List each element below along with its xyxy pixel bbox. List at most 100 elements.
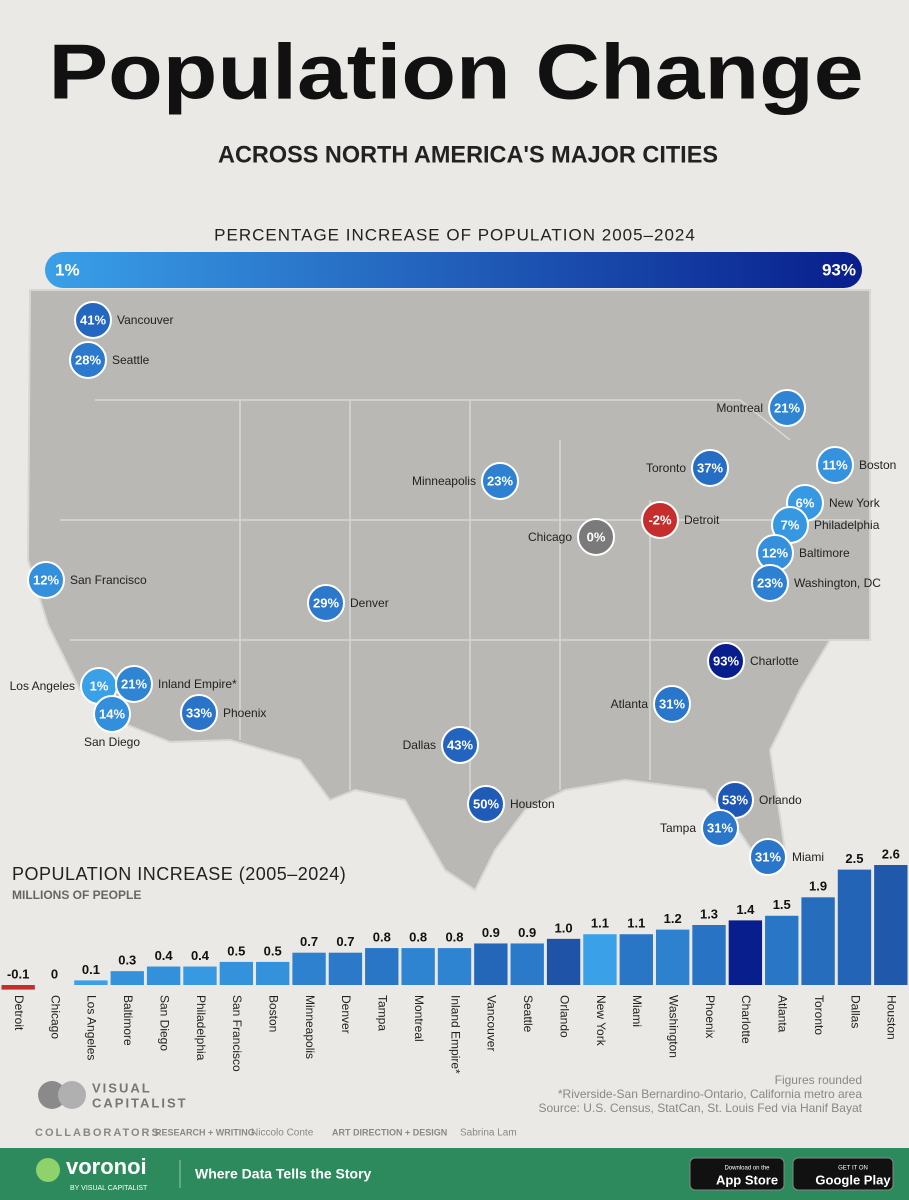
category-label: Atlanta xyxy=(776,995,790,1033)
bubble-label: 21% xyxy=(121,676,147,691)
value-label: 1.4 xyxy=(736,902,755,917)
bubble-label: 53% xyxy=(722,792,748,807)
value-label: 0.8 xyxy=(409,930,427,945)
bubble-label: 37% xyxy=(697,460,723,475)
value-label: 0.5 xyxy=(227,943,245,958)
logo-mark xyxy=(58,1081,86,1109)
bubble-label: 12% xyxy=(33,572,59,587)
category-label: Houston xyxy=(885,995,899,1040)
city-label: Detroit xyxy=(684,513,720,527)
footer-tagline: Where Data Tells the Story xyxy=(195,1166,372,1182)
value-label: 0.7 xyxy=(336,934,354,949)
map-borders xyxy=(60,399,860,800)
category-label: Boston xyxy=(267,995,281,1032)
city-label: Seattle xyxy=(112,353,150,367)
category-label: Dallas xyxy=(848,995,862,1028)
voronoi-icon xyxy=(36,1158,60,1182)
category-label: Inland Empire* xyxy=(448,995,462,1074)
bubble-label: 31% xyxy=(755,849,781,864)
category-label: Montreal xyxy=(412,995,426,1042)
category-label: New York xyxy=(594,995,608,1047)
bar xyxy=(146,966,181,985)
city-label: Baltimore xyxy=(799,546,850,560)
bubble-label: 23% xyxy=(487,473,513,488)
google-play-button[interactable] xyxy=(792,1157,894,1191)
color-scale xyxy=(45,252,862,288)
city-bubble xyxy=(180,694,218,732)
credit-name: Sabrina Lam xyxy=(460,1128,517,1139)
city-label: New York xyxy=(829,496,881,510)
bubble-label: 1% xyxy=(90,678,109,693)
city-bubble xyxy=(69,341,107,379)
bar xyxy=(546,938,581,985)
value-label: 2.6 xyxy=(882,846,900,861)
value-label: 0 xyxy=(51,966,58,981)
city-bubble xyxy=(768,389,806,427)
value-label: 1.1 xyxy=(627,916,645,931)
title: Population Change xyxy=(49,28,864,116)
note: Source: U.S. Census, StatCan, St. Louis … xyxy=(539,1101,863,1115)
bubble-label: -2% xyxy=(648,512,672,527)
bar xyxy=(583,934,617,985)
bar xyxy=(183,966,217,985)
city-bubble xyxy=(751,564,789,602)
bar xyxy=(256,961,290,985)
brand-text: CAPITALIST xyxy=(92,1095,188,1110)
category-label: San Diego xyxy=(157,995,171,1051)
category-label: San Francisco xyxy=(230,995,244,1072)
city-label: Inland Empire* xyxy=(158,677,237,691)
bubble-label: 28% xyxy=(75,352,101,367)
value-label: 1.5 xyxy=(773,897,791,912)
bubble-label: 0% xyxy=(587,529,606,544)
city-label: Philadelphia xyxy=(814,518,880,532)
button-small-text: Download on the xyxy=(724,1166,770,1172)
app-store-button[interactable] xyxy=(689,1157,785,1191)
bar xyxy=(437,948,472,985)
city-label: Minneapolis xyxy=(412,474,476,488)
bar-subtitle: MILLIONS OF PEOPLE xyxy=(12,888,141,902)
credit-role: ART DIRECTION + DESIGN xyxy=(332,1127,447,1137)
border-line xyxy=(60,519,860,641)
bar-title: POPULATION INCREASE (2005–2024) xyxy=(12,864,346,884)
map-land xyxy=(26,289,871,892)
city-label: Houston xyxy=(510,797,555,811)
bar xyxy=(365,948,399,985)
city-label: Tampa xyxy=(660,821,696,835)
bar xyxy=(765,915,799,985)
city-label: Miami xyxy=(792,850,824,864)
bubble-label: 12% xyxy=(762,545,788,560)
logo-mark xyxy=(38,1081,66,1109)
city-label: Atlanta xyxy=(611,697,649,711)
value-label: 1.1 xyxy=(591,916,609,931)
city-bubble xyxy=(701,809,739,847)
bar xyxy=(692,925,726,985)
footer-logo: voronoi xyxy=(66,1154,147,1179)
button-small-text: GET IT ON xyxy=(838,1166,868,1172)
bubble-label: 29% xyxy=(313,595,339,610)
button-text: Google Play xyxy=(815,1172,891,1187)
bubble-label: 50% xyxy=(473,796,499,811)
city-bubble xyxy=(27,561,65,599)
value-label: 1.3 xyxy=(700,906,718,921)
city-label: Vancouver xyxy=(117,313,173,327)
city-label: Charlotte xyxy=(750,654,799,668)
category-label: Seattle xyxy=(521,995,535,1033)
city-label: Montreal xyxy=(716,401,763,415)
category-label: Tampa xyxy=(376,995,390,1031)
value-label: 0.1 xyxy=(82,962,100,977)
value-label: 0.4 xyxy=(155,948,174,963)
city-label: San Diego xyxy=(84,735,140,749)
bubble-label: 6% xyxy=(796,495,815,510)
bar xyxy=(401,948,435,985)
city-label: Boston xyxy=(859,458,896,472)
bubble-label: 41% xyxy=(80,312,106,327)
scale-label: 93% xyxy=(822,260,856,279)
bubble-label: 43% xyxy=(447,737,473,752)
city-bubble xyxy=(653,685,691,723)
footer-logo-sub: BY VISUAL CAPITALIST xyxy=(70,1185,148,1192)
button-text: App Store xyxy=(716,1172,778,1187)
city-bubble xyxy=(481,462,519,500)
category-label: Detroit xyxy=(12,995,26,1031)
value-label: 1.9 xyxy=(809,879,827,894)
city-bubble xyxy=(93,695,131,733)
